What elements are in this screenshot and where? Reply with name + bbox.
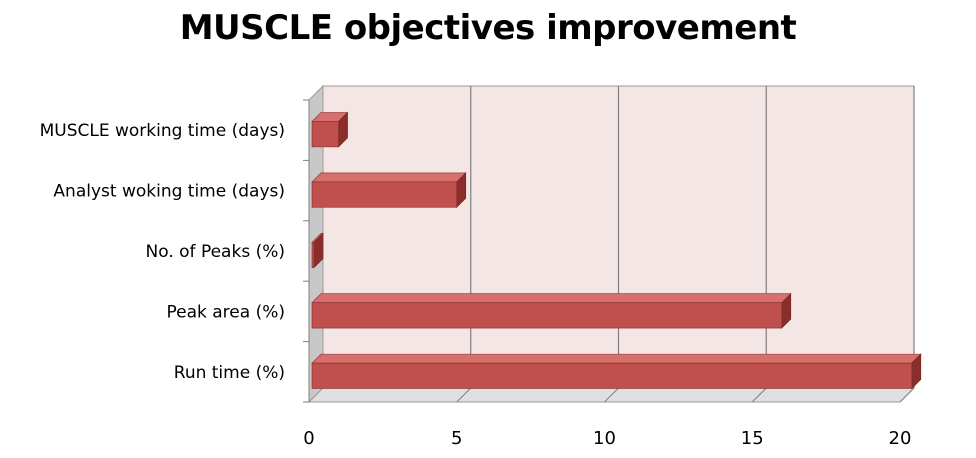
x-gridline-floor [751, 387, 767, 403]
x-tick-label: 5 [451, 428, 462, 449]
x-gridline-floor [899, 387, 915, 403]
x-gridline-floor [456, 387, 472, 403]
x-tick-label: 0 [303, 428, 314, 449]
bar [311, 181, 458, 208]
x-tick-label: 20 [889, 428, 912, 449]
bar-top-face [311, 172, 467, 183]
category-label: Analyst woking time (days) [53, 182, 285, 202]
x-gridline-floor [604, 387, 619, 403]
bar-top-face [311, 293, 792, 304]
bar [311, 121, 339, 148]
category-label: Run time (%) [174, 363, 285, 383]
bar [311, 362, 913, 389]
bar-top-face [311, 353, 922, 364]
chart-title: MUSCLE objectives improvement [179, 8, 797, 48]
category-label: MUSCLE working time (days) [40, 121, 285, 141]
category-label: No. of Peaks (%) [146, 242, 285, 262]
category-label: Peak area (%) [166, 302, 285, 322]
x-tick-label: 15 [741, 428, 764, 449]
bar [311, 302, 783, 329]
x-tick-label: 10 [593, 428, 616, 449]
bar [311, 242, 315, 268]
